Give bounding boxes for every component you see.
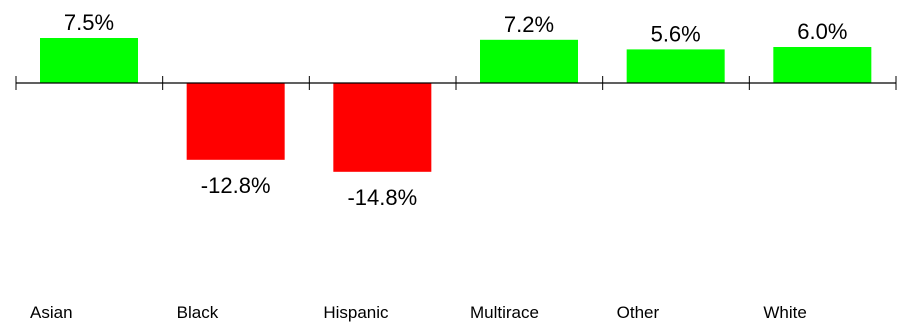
category-label-white: White (763, 303, 806, 322)
bar-asian (40, 38, 138, 83)
value-label-black: -12.8% (201, 173, 271, 198)
bar-other (626, 49, 725, 83)
category-label-multirace: Multirace (470, 303, 539, 322)
value-labels-group: 7.5% -12.8% -14.8% 7.2% 5.6% 6.0% (64, 10, 847, 210)
category-label-other: Other (617, 303, 660, 322)
value-label-hispanic: -14.8% (347, 185, 417, 210)
value-label-white: 6.0% (797, 19, 847, 44)
bars-group (40, 38, 872, 172)
value-label-asian: 7.5% (64, 10, 114, 35)
value-label-other: 5.6% (651, 21, 701, 46)
category-label-asian: Asian (30, 303, 73, 322)
category-labels-group: Asian Black Hispanic Multirace Other White (30, 303, 807, 322)
value-label-multirace: 7.2% (504, 12, 554, 37)
bar-multirace (480, 39, 578, 83)
bar-black (186, 83, 285, 160)
x-axis (15, 76, 897, 90)
category-label-black: Black (177, 303, 219, 322)
bar-hispanic (333, 83, 432, 172)
category-label-hispanic: Hispanic (323, 303, 389, 322)
bar-white (773, 47, 872, 83)
